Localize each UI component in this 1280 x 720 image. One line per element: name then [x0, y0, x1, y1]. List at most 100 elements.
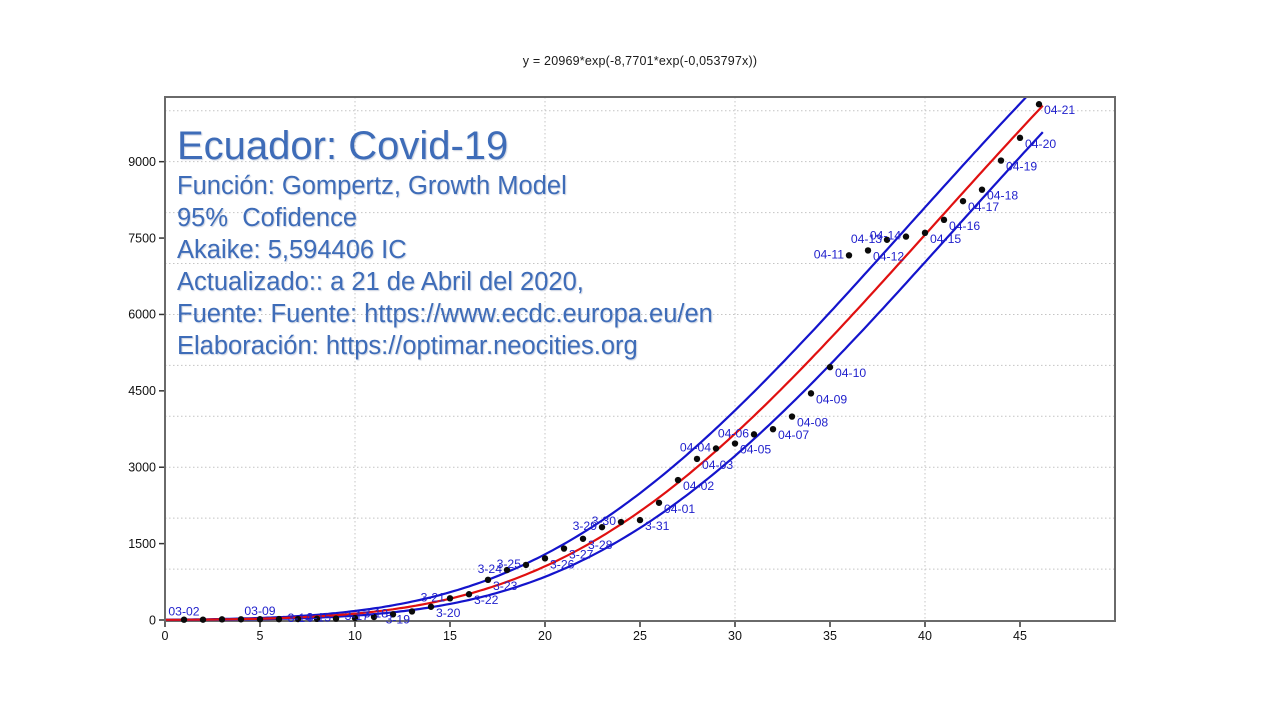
data-point	[1016, 134, 1024, 142]
data-point-label: 3-29	[573, 519, 598, 533]
x-tick-label: 25	[633, 629, 647, 643]
x-tick-label: 40	[918, 629, 932, 643]
data-point-label: 04-21	[1044, 103, 1075, 117]
data-point	[997, 157, 1005, 164]
data-point	[674, 476, 682, 484]
data-point-label: 04-01	[664, 502, 695, 516]
data-point	[541, 555, 549, 562]
data-point-label: 3-31	[645, 519, 670, 533]
y-tick-label: 0	[149, 613, 156, 627]
data-point-label: 3-19	[386, 612, 411, 626]
data-point-label: 3-15	[307, 611, 332, 625]
gridlines	[165, 97, 1115, 620]
data-point-label: 04-11	[814, 247, 844, 261]
data-point	[579, 535, 587, 542]
data-point	[788, 413, 796, 420]
x-tick-label: 20	[538, 629, 552, 643]
data-point	[446, 595, 454, 602]
data-point	[408, 608, 416, 615]
data-point	[180, 616, 188, 623]
x-tick-label: 10	[348, 629, 362, 643]
data-point	[769, 425, 777, 433]
data-point	[864, 247, 872, 254]
x-tick-label: 45	[1013, 629, 1027, 643]
x-tick-label: 5	[257, 629, 264, 643]
data-point-label: 3-21	[421, 590, 446, 604]
data-point-label: 04-15	[930, 232, 961, 246]
data-point	[465, 591, 473, 598]
data-point	[389, 611, 397, 618]
data-point-label: 3-17	[345, 609, 370, 623]
data-point	[560, 545, 568, 552]
data-point	[636, 516, 644, 524]
data-point-label: 04-03	[702, 458, 733, 472]
data-point-label: 04-09	[816, 392, 847, 406]
y-tick-label: 6000	[128, 308, 156, 322]
data-point-label: 04-20	[1025, 137, 1056, 151]
info-panel: Ecuador: Covid-19 Función: Gompertz, Gro…	[177, 122, 713, 362]
data-point-label: 04-19	[1006, 160, 1037, 174]
data-point	[1035, 101, 1043, 108]
data-point	[313, 615, 321, 623]
equation-title: y = 20969*exp(-8,7701*exp(-0,053797x))	[522, 54, 758, 68]
fit-curves	[166, 98, 1044, 621]
y-tick-label: 4500	[128, 384, 156, 398]
info-line: Fuente: Fuente: https://www.ecdc.europa.…	[177, 300, 713, 328]
data-point	[826, 363, 834, 371]
y-tick-label: 9000	[128, 155, 156, 169]
data-point-label: 3-22	[474, 593, 499, 607]
data-point	[199, 616, 207, 623]
x-tick-label: 0	[162, 629, 169, 643]
data-point	[807, 390, 815, 397]
plot-frame	[164, 96, 1116, 622]
data-point	[655, 499, 663, 506]
data-point-label: 3-24	[478, 562, 503, 576]
data-point	[883, 236, 891, 243]
data-point-label: 3-18	[364, 606, 389, 620]
x-tick-label: 30	[728, 629, 742, 643]
info-title: Ecuador: Covid-19	[177, 124, 509, 168]
fit-curve	[166, 104, 1044, 621]
y-tick-label: 7500	[128, 231, 156, 245]
data-point-label: 04-18	[987, 189, 1018, 203]
data-point	[218, 616, 226, 623]
data-point-label: 04-13	[851, 232, 882, 246]
data-point	[959, 197, 967, 205]
info-line: Akaike: 5,594406 IC	[177, 236, 407, 264]
data-point-label: 3-20	[436, 606, 461, 620]
data-point-label: 04-17	[968, 200, 999, 214]
data-point-label: 04-04	[680, 440, 711, 454]
data-point	[940, 216, 948, 224]
data-point-label: 3-14	[288, 611, 313, 625]
data-point-label: 3-26	[550, 557, 575, 571]
data-point	[427, 603, 435, 610]
data-point	[750, 431, 758, 438]
axes: 0 5 10 15 20 25 30 35 40 45 0 1500 3000 4500 6000 7500 9…	[128, 155, 1027, 643]
data-point	[712, 445, 720, 452]
data-point-label: 3-30	[592, 514, 617, 528]
data-point-label: 04-06	[718, 426, 749, 440]
data-point	[351, 614, 359, 622]
data-point	[902, 233, 910, 240]
data-point	[845, 252, 853, 259]
info-line: Actualizado:: a 21 de Abril del 2020,	[177, 268, 584, 296]
data-point-label: 3-27	[569, 548, 594, 562]
data-point	[921, 229, 929, 237]
data-point	[598, 523, 606, 531]
plot-frame-group	[164, 96, 1116, 622]
info-line: Función: Gompertz, Growth Model	[177, 172, 567, 200]
data-point	[237, 616, 245, 623]
data-point-label: 04-12	[873, 249, 904, 263]
y-tick-label: 3000	[128, 461, 156, 475]
data-point	[484, 576, 492, 584]
y-tick-label: 1500	[128, 537, 156, 551]
data-point-label: 3-28	[588, 538, 613, 552]
data-point	[332, 615, 340, 622]
data-point	[978, 186, 986, 193]
data-point-label: 04-16	[949, 219, 980, 233]
data-point-label: 03-09	[244, 604, 275, 618]
data-point	[370, 613, 378, 621]
data-point-label: 04-07	[778, 428, 809, 442]
